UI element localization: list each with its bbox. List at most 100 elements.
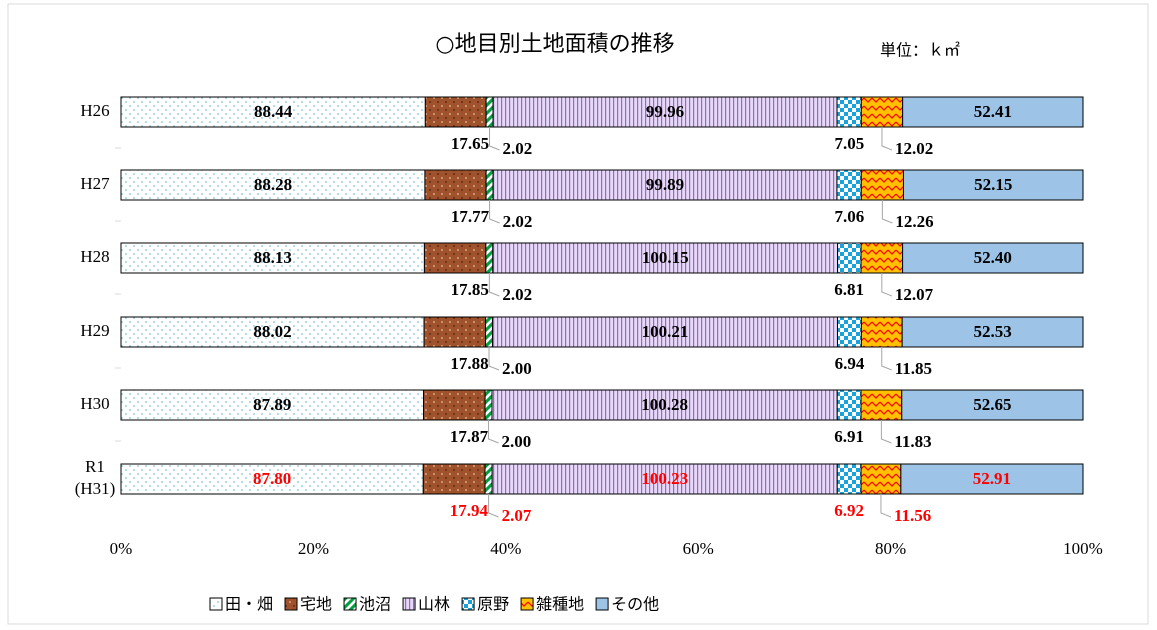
bar-segment: [491, 463, 838, 495]
bar-segment: [836, 463, 862, 495]
data-label: 2.02: [503, 139, 533, 158]
data-label: 99.89: [646, 175, 684, 194]
bar-segment: [120, 169, 426, 201]
bar-segment: [485, 169, 494, 201]
leader-line: [881, 200, 893, 224]
data-label: 17.87: [450, 427, 489, 446]
bar-segment: [485, 242, 494, 274]
bar-segment: [900, 463, 1084, 495]
leader-line: [881, 347, 892, 371]
data-label: 6.91: [834, 427, 864, 446]
legend-label: 宅地: [300, 595, 332, 614]
data-label: 17.77: [451, 207, 490, 226]
bar-segment: [492, 169, 838, 201]
legend-swatch: [595, 597, 609, 611]
y-tick-label: H29: [80, 321, 109, 340]
bar-segment: [836, 96, 862, 128]
leader-line: [880, 420, 892, 444]
bar-segment: [901, 316, 1084, 348]
data-label: 2.02: [502, 285, 532, 304]
leader-line: [488, 347, 500, 371]
bar-segment: [860, 169, 904, 201]
data-label: 52.41: [974, 102, 1012, 121]
data-label: 99.96: [646, 102, 684, 121]
data-label: 87.89: [253, 395, 291, 414]
data-label: 17.65: [451, 134, 489, 153]
legend-swatch: [520, 597, 534, 611]
legend-label: 田・畑: [225, 595, 273, 614]
data-label: 87.80: [253, 469, 291, 488]
bar-segment: [423, 316, 487, 348]
legend-label: 雑種地: [536, 595, 584, 614]
bar-segment: [422, 463, 486, 495]
data-label: 17.88: [450, 354, 488, 373]
data-label: 17.94: [450, 501, 489, 520]
x-tick-label: 20%: [298, 539, 329, 558]
data-label: 6.94: [835, 354, 865, 373]
bar-segment: [423, 389, 486, 421]
y-tick-label: R1 (H31): [75, 457, 116, 498]
data-label: 100.21: [642, 322, 689, 341]
leader-line: [880, 494, 892, 518]
bar-segment: [491, 389, 838, 421]
bar-segment: [120, 242, 425, 274]
data-label: 100.15: [642, 248, 689, 267]
bar-segment: [902, 169, 1084, 201]
data-label: 12.07: [895, 285, 934, 304]
data-label: 11.56: [894, 506, 931, 525]
bar-segment: [860, 96, 904, 128]
y-tick-label: H30: [80, 394, 109, 413]
bar-segment: [492, 242, 839, 274]
bar-segment: [120, 463, 424, 495]
data-label: 7.05: [835, 134, 865, 153]
data-label: 52.91: [973, 469, 1011, 488]
leader-line: [881, 127, 893, 151]
data-label: 6.81: [834, 280, 864, 299]
unit-label: 単位：ｋ㎡: [880, 42, 960, 60]
bar-segment: [423, 242, 487, 274]
bar-segment: [120, 316, 425, 348]
chart-title: ○地目別土地面積の推移: [435, 32, 674, 57]
x-tick-label: 0%: [110, 539, 133, 558]
bar-segment: [860, 242, 904, 274]
legend-swatch: [402, 597, 416, 611]
data-label: 52.53: [973, 322, 1011, 341]
bar-segment: [485, 96, 494, 128]
x-tick-label: 80%: [875, 539, 906, 558]
data-label: 2.07: [502, 506, 532, 525]
bar-segment: [120, 389, 425, 421]
leader-line: [488, 273, 500, 297]
data-label: 52.40: [974, 248, 1012, 267]
data-label: 2.02: [503, 212, 533, 231]
data-label: 12.26: [895, 212, 933, 231]
data-label: 12.02: [895, 139, 933, 158]
data-label: 2.00: [502, 359, 532, 378]
bar-segment: [902, 96, 1084, 128]
bar-segment: [901, 389, 1084, 421]
bar-segment: [836, 389, 862, 421]
leader-line: [489, 127, 500, 151]
leader-line: [881, 273, 893, 297]
data-label: 88.13: [254, 248, 292, 267]
legend-label: 山林: [418, 595, 450, 614]
legend-swatch: [209, 597, 223, 611]
bar-segment: [860, 389, 903, 421]
bar-segment: [485, 316, 493, 348]
data-label: 100.23: [641, 469, 688, 488]
leader-line: [488, 494, 499, 518]
bar-segment: [837, 242, 862, 274]
data-label: 52.15: [974, 175, 1012, 194]
data-label: 88.02: [253, 322, 291, 341]
y-tick-label: H28: [80, 247, 109, 266]
data-label: 52.65: [973, 395, 1011, 414]
bar-segment: [484, 463, 493, 495]
bar-segment: [120, 96, 426, 128]
bar-segment: [860, 463, 902, 495]
data-label: 88.28: [254, 175, 292, 194]
y-tick-label: H27: [80, 174, 110, 193]
x-tick-label: 100%: [1063, 539, 1103, 558]
legend-label: 池沼: [359, 595, 391, 614]
data-label: 11.83: [894, 432, 931, 451]
x-tick-label: 40%: [490, 539, 521, 558]
